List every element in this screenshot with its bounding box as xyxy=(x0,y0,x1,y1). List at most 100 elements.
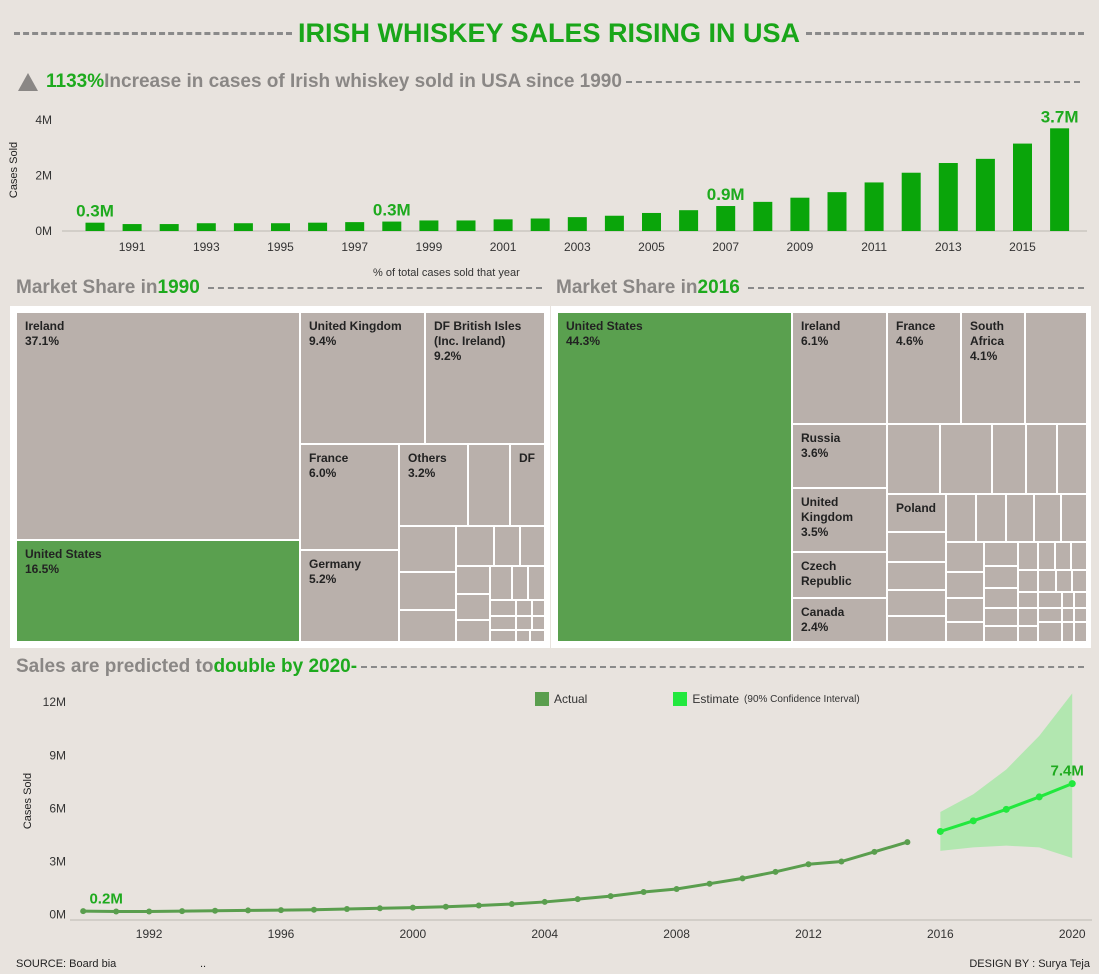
treemap-2016-cell xyxy=(1006,494,1034,542)
bar-1998 xyxy=(382,221,402,231)
actual-point-2015 xyxy=(904,839,911,846)
treemap-2016-cell xyxy=(1026,424,1057,494)
prediction-highlight: double by 2020 xyxy=(213,656,351,677)
bar-x-tick-label: 1999 xyxy=(416,240,443,254)
treemap-2016-cell xyxy=(1062,592,1074,608)
bar-2009 xyxy=(790,197,810,231)
treemap-1990-df: DF xyxy=(510,444,545,526)
treemap-1990-others: Others 3.2% xyxy=(399,444,468,526)
actual-point-1994 xyxy=(212,907,219,914)
treemap-2016-cell xyxy=(984,542,1018,566)
treemap-2016-cell xyxy=(1034,494,1061,542)
bar-annotation: 0.9M xyxy=(707,185,745,204)
treemap-1990-united-states: United States 16.5% xyxy=(16,540,300,642)
treemap-2016-cell xyxy=(984,588,1018,608)
treemap-2016-south-africa: South Africa 4.1% xyxy=(961,312,1025,424)
line-x-tick-label: 1996 xyxy=(268,927,295,941)
treemap-1990-df-british-isles: DF British Isles (Inc. Ireland) 9.2% xyxy=(425,312,545,444)
legend-label-estimate: Estimate xyxy=(692,692,740,706)
line-x-tick-label: 2008 xyxy=(663,927,690,941)
actual-point-2002 xyxy=(475,902,482,909)
section1-divider xyxy=(625,81,1080,83)
treemap-2016-czech-republic: Czech Republic xyxy=(792,552,887,598)
bar-x-tick-label: 2011 xyxy=(861,240,887,254)
up-triangle-icon xyxy=(18,73,38,91)
treemap-2016-cell xyxy=(1018,626,1038,642)
actual-point-1991 xyxy=(113,908,120,915)
bar-1994 xyxy=(233,223,253,231)
treemap-2016-cell xyxy=(992,424,1026,494)
market-share-1990-year: 1990 xyxy=(157,277,200,298)
line-x-tick-label: 2000 xyxy=(400,927,427,941)
market-share-1990-prefix: Market Share in xyxy=(16,277,158,298)
treemap-1990-cell xyxy=(512,566,528,600)
line-x-tick-label: 2016 xyxy=(927,927,954,941)
estimate-point-2018 xyxy=(1002,805,1010,813)
treemap-2016-cell xyxy=(1074,592,1087,608)
actual-point-1996 xyxy=(277,907,284,914)
bar-2013 xyxy=(938,163,958,231)
treemap-2016-united-states: United States 44.3% xyxy=(557,312,792,642)
line-x-tick-label: 2004 xyxy=(531,927,558,941)
section1-header: 1133% Increase in cases of Irish whiskey… xyxy=(18,71,1080,93)
bar-y-tick-label: 2M xyxy=(35,169,52,183)
actual-point-2001 xyxy=(442,903,449,910)
bar-y-tick-label: 0M xyxy=(35,224,52,238)
treemap-2016-united-kingdom: United Kingdom 3.5% xyxy=(792,488,887,552)
treemap-2016-cell xyxy=(976,494,1006,542)
actual-point-2012 xyxy=(805,861,812,868)
treemap-1990-cell xyxy=(399,526,456,572)
actual-point-2009 xyxy=(706,880,713,887)
treemap-1990-cell xyxy=(456,566,490,594)
prediction-suffix: - xyxy=(350,656,358,677)
bar-x-tick-label: 2007 xyxy=(712,240,739,254)
bar-2016 xyxy=(1050,128,1070,231)
treemap-2016-cell xyxy=(1074,608,1087,622)
actual-point-2014 xyxy=(871,848,878,855)
treemap-1990-cell xyxy=(516,616,532,630)
treemap-1990-germany: Germany 5.2% xyxy=(300,550,399,642)
actual-point-1990 xyxy=(80,908,87,915)
page-title: IRISH WHISKEY SALES RISING IN USA xyxy=(297,17,801,48)
actual-point-1995 xyxy=(245,907,252,914)
treemap-2016-cell xyxy=(946,622,984,642)
bar-1996 xyxy=(308,222,328,231)
bar-1995 xyxy=(271,223,290,231)
treemap-2016-cell xyxy=(1018,570,1038,592)
bar-2012 xyxy=(901,172,921,231)
treemap-2016-cell xyxy=(1062,608,1074,622)
line-y-tick-label: 12M xyxy=(43,695,66,709)
prediction-divider xyxy=(361,666,1084,668)
treemap-2016-cell xyxy=(984,608,1018,626)
estimate-point-2017 xyxy=(969,817,977,825)
treemap-2016-cell xyxy=(946,542,984,572)
bar-annotation: 3.7M xyxy=(1041,107,1079,126)
bar-2010 xyxy=(827,192,847,231)
actual-point-2006 xyxy=(607,893,614,900)
market-share-2016-divider xyxy=(747,287,1084,289)
treemap-2016-cell xyxy=(887,424,940,494)
treemap-1990-cell xyxy=(490,566,512,600)
line-y-tick-label: 3M xyxy=(49,855,66,869)
treemap-1990-united-kingdom: United Kingdom 9.4% xyxy=(300,312,425,444)
treemap-2016-cell xyxy=(1018,608,1038,626)
treemap-2016-cell xyxy=(946,572,984,598)
bar-y-tick-label: 4M xyxy=(35,113,52,127)
legend-swatch-estimate xyxy=(673,692,688,706)
page-title-row: IRISH WHISKEY SALES RISING IN USA xyxy=(14,10,1085,56)
legend-label-actual: Actual xyxy=(554,692,588,706)
estimate-point-2016 xyxy=(936,827,944,835)
actual-point-2010 xyxy=(739,875,746,882)
title-divider-left xyxy=(14,31,292,35)
prediction-prefix: Sales are predicted to xyxy=(16,656,214,677)
bar-x-tick-label: 1991 xyxy=(119,240,146,254)
estimate-point-2019 xyxy=(1035,793,1043,801)
treemap-2016-cell xyxy=(1056,570,1072,592)
treemap-2016-cell xyxy=(1055,542,1071,570)
bar-1991 xyxy=(122,224,142,231)
actual-point-1999 xyxy=(376,905,383,912)
treemap-2016: United States 44.3% Ireland 6.1% France 4.6… xyxy=(551,306,1091,648)
treemap-1990-cell xyxy=(490,600,516,616)
treemap-2016-canada: Canada 2.4% xyxy=(792,598,887,642)
bar-y-axis-label: Cases Sold xyxy=(8,142,20,198)
